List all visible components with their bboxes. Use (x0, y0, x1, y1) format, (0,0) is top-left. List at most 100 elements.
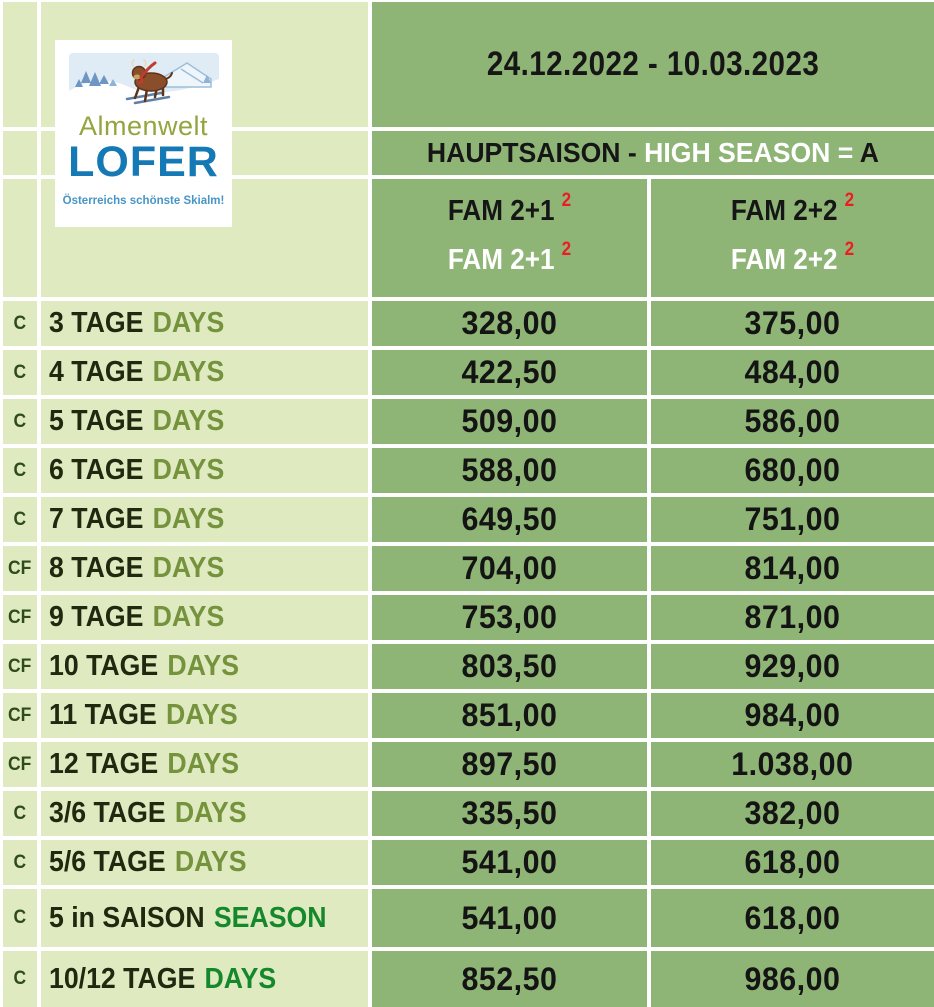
row-code-cell: C (3, 448, 37, 493)
row-label-en: DAYS (152, 503, 225, 535)
price-fam21-cell: 803,50 (372, 644, 647, 689)
row-code: CF (8, 655, 32, 677)
row-label-en: DAYS (152, 307, 225, 339)
row-code-cell: C (3, 840, 37, 885)
row-label-cell: 3/6 TAGE DAYS (41, 791, 368, 836)
price-fam21-cell: 753,00 (372, 595, 647, 640)
row-label-de: 5/6 TAGE (49, 846, 166, 878)
price-fam21-cell: 704,00 (372, 546, 647, 591)
row-label-en: DAYS (174, 797, 247, 829)
row-code: C (13, 968, 27, 989)
row-code: C (13, 410, 27, 432)
row-label-cell: 9 TAGE DAYS (41, 595, 368, 640)
price-fam21: 335,50 (461, 795, 558, 831)
row-code: C (13, 459, 27, 481)
almenwelt-lofer-logo: Almenwelt LOFER Österreichs schönste Ski… (55, 40, 232, 227)
date-range-header: 24.12.2022 - 10.03.2023 (372, 2, 934, 127)
row-code-cell: C (3, 301, 37, 346)
logo-brand-almenwelt: Almenwelt (78, 111, 209, 141)
price-fam22: 375,00 (744, 305, 841, 341)
price-fam22-cell: 929,00 (651, 644, 934, 689)
row-label-en: SEASON (213, 901, 327, 934)
price-fam21-cell: 509,00 (372, 399, 647, 444)
row-label-en: DAYS (167, 650, 240, 682)
logo-brand-lofer: LOFER (68, 138, 219, 186)
row-label-en: DAYS (174, 846, 247, 878)
price-fam22: 929,00 (744, 648, 841, 684)
row-code-cell: C (3, 951, 37, 1007)
price-fam21-cell: 851,00 (372, 693, 647, 738)
price-fam21: 897,50 (461, 746, 558, 782)
row-label-cell: 11 TAGE DAYS (41, 693, 368, 738)
row-code-cell: C (3, 791, 37, 836)
corner-cell-row2-col1 (3, 131, 37, 175)
row-code: C (13, 907, 27, 928)
price-fam22-cell: 871,00 (651, 595, 934, 640)
row-label-cell: 5 in SAISON SEASON (41, 889, 368, 947)
price-fam22-cell: 814,00 (651, 546, 934, 591)
price-fam22: 618,00 (744, 844, 841, 880)
price-fam22-cell: 484,00 (651, 350, 934, 395)
cow-on-skis-scene-icon (68, 53, 219, 105)
fam-2plus2-superscript-2: 2 (844, 239, 855, 260)
price-fam21-cell: 852,50 (372, 951, 647, 1007)
price-fam22-cell: 586,00 (651, 399, 934, 444)
price-fam21-cell: 541,00 (372, 889, 647, 947)
row-label-de: 3 TAGE (49, 307, 144, 339)
row-label-cell: 10 TAGE DAYS (41, 644, 368, 689)
price-fam21: 588,00 (461, 452, 558, 488)
row-label-de: 11 TAGE (49, 699, 157, 731)
date-range-text: 24.12.2022 - 10.03.2023 (486, 45, 820, 83)
fam-2plus1-line1: FAM 2+1 2 (447, 190, 572, 227)
row-label-cell: 3 TAGE DAYS (41, 301, 368, 346)
price-fam22-cell: 375,00 (651, 301, 934, 346)
row-code-cell: CF (3, 595, 37, 640)
row-label-de: 10 TAGE (49, 650, 159, 682)
price-fam22: 1.038,00 (731, 746, 854, 782)
season-code: A (859, 137, 880, 168)
row-code: C (13, 851, 27, 873)
season-header: HAUPTSAISON - HIGH SEASON = A (372, 131, 934, 175)
price-fam22: 984,00 (744, 697, 841, 733)
price-fam21-cell: 328,00 (372, 301, 647, 346)
price-fam21: 704,00 (461, 550, 558, 586)
price-fam21: 422,50 (461, 354, 558, 390)
row-code-cell: CF (3, 644, 37, 689)
row-code-cell: C (3, 350, 37, 395)
row-label-cell: 10/12 TAGE DAYS (41, 951, 368, 1007)
column-header-fam-2plus2: FAM 2+2 2 FAM 2+2 2 (651, 179, 934, 297)
row-label-en: DAYS (152, 601, 225, 633)
row-code-cell: CF (3, 742, 37, 787)
row-label-en: DAYS (167, 748, 240, 780)
row-label-cell: 8 TAGE DAYS (41, 546, 368, 591)
corner-cell-row3-col1 (3, 179, 37, 297)
price-fam21: 509,00 (461, 403, 558, 439)
fam-2plus1-superscript-2: 2 (561, 239, 572, 260)
price-fam22-cell: 751,00 (651, 497, 934, 542)
row-label-cell: 6 TAGE DAYS (41, 448, 368, 493)
price-fam21: 852,50 (461, 960, 558, 997)
price-fam22-cell: 618,00 (651, 889, 934, 947)
row-label-de: 4 TAGE (49, 356, 144, 388)
price-fam21-cell: 335,50 (372, 791, 647, 836)
row-label-de: 5 in SAISON (49, 901, 205, 934)
row-code: CF (8, 606, 32, 628)
price-fam21: 541,00 (461, 899, 558, 936)
row-code: C (13, 361, 27, 383)
fam-2plus1-superscript-1: 2 (561, 190, 572, 211)
row-label-de: 12 TAGE (49, 748, 159, 780)
row-code: C (13, 802, 27, 824)
price-fam21: 851,00 (461, 697, 558, 733)
row-label-en: DAYS (152, 454, 225, 486)
row-code-cell: C (3, 497, 37, 542)
price-fam22: 751,00 (744, 501, 841, 537)
price-fam22-cell: 984,00 (651, 693, 934, 738)
row-label-de: 6 TAGE (49, 454, 144, 486)
price-fam22: 382,00 (744, 795, 841, 831)
row-label-de: 10/12 TAGE (49, 962, 196, 995)
price-fam22: 618,00 (744, 899, 841, 936)
fam-2plus2-line1: FAM 2+2 2 (730, 190, 855, 227)
season-label-en: HIGH SEASON = (644, 137, 860, 168)
row-label-en: DAYS (165, 699, 238, 731)
price-fam21-cell: 897,50 (372, 742, 647, 787)
